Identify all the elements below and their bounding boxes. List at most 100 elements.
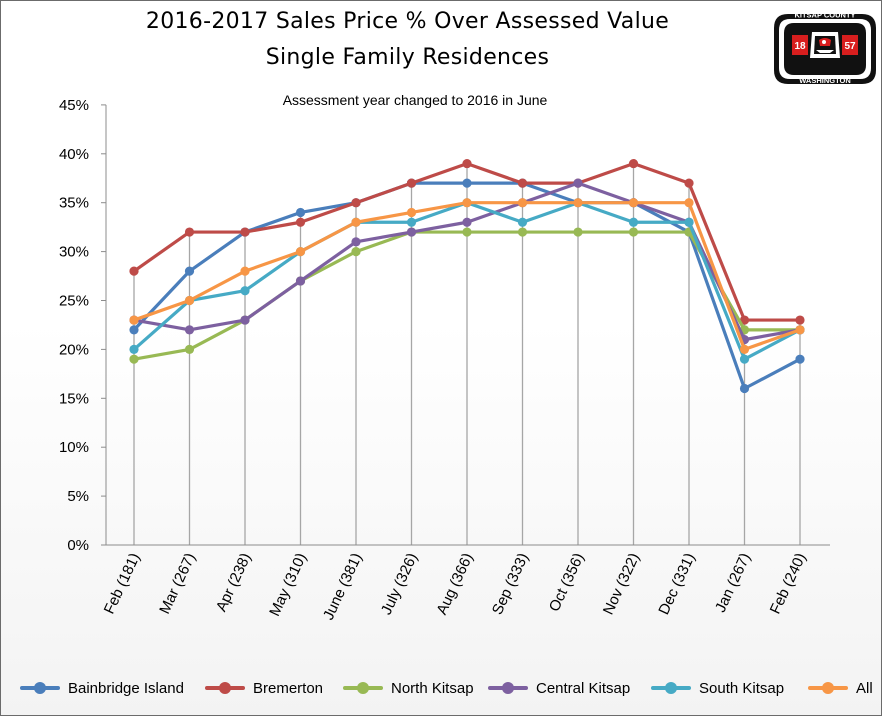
y-tick-label: 10% [59, 439, 89, 456]
data-point-bainbridge-island [739, 383, 750, 394]
legend-swatch [341, 676, 385, 700]
data-point-bainbridge-island [129, 325, 139, 335]
legend-label: Bremerton [253, 679, 324, 697]
y-tick-label: 0% [67, 537, 89, 554]
y-tick-label: 25% [59, 293, 89, 310]
data-point-north-kitsap [628, 227, 639, 237]
county-seal-logo: 18 57 KITSAP COUNTY WASHINGTON [774, 11, 876, 85]
logo-left-number: 18 [794, 41, 806, 52]
data-point-bainbridge-island [295, 207, 306, 218]
data-point-all [129, 315, 139, 325]
legend-label: Central Kitsap [536, 679, 631, 697]
data-point-south-kitsap [739, 354, 750, 364]
data-point-bremerton [462, 158, 472, 169]
x-axis: Feb (181) Mar (267) Apr (238) May (310) June… [101, 544, 830, 623]
legend-swatch [486, 676, 530, 700]
data-point-all [240, 266, 250, 276]
data-point-south-kitsap [684, 217, 694, 227]
legend-swatch [203, 676, 247, 700]
data-point-bainbridge-island [795, 354, 805, 364]
data-point-bremerton [628, 158, 639, 169]
data-point-all [739, 344, 750, 354]
x-tick-label: Feb (240) [767, 551, 810, 617]
data-point-south-kitsap [406, 217, 417, 227]
data-point-all [517, 198, 528, 208]
data-point-central-kitsap [573, 178, 583, 188]
y-tick-label: 20% [59, 341, 89, 358]
data-point-south-kitsap [628, 217, 639, 227]
y-tick-label: 45% [59, 97, 89, 114]
legend-swatch [18, 676, 62, 700]
data-point-bremerton [406, 178, 417, 188]
data-point-bainbridge-island [462, 178, 472, 188]
chart-title: 2016-2017 Sales Price % Over Assessed Va… [145, 9, 670, 34]
data-point-bremerton [184, 227, 195, 237]
x-tick-label: July (326) [378, 551, 421, 618]
x-tick-label: June (381) [320, 551, 366, 623]
chart-annotation: Assessment year changed to 2016 in June [282, 92, 548, 108]
data-point-central-kitsap [406, 227, 417, 237]
legend-swatch [806, 676, 850, 700]
data-point-north-kitsap [462, 227, 472, 237]
data-point-central-kitsap [462, 217, 472, 227]
x-tick-label: Jan (267) [712, 551, 754, 616]
x-tick-label: May (310) [266, 551, 310, 619]
logo-right-number: 57 [844, 41, 856, 52]
legend-item-central-kitsap: Central Kitsap [486, 676, 630, 700]
data-point-bremerton [795, 315, 805, 325]
data-point-north-kitsap [573, 227, 583, 237]
legend-label: North Kitsap [391, 679, 474, 697]
data-point-north-kitsap [517, 227, 528, 237]
x-tick-label: Apr (238) [213, 551, 255, 615]
legend-item-north-kitsap: North Kitsap [341, 676, 474, 700]
data-point-bremerton [739, 315, 750, 325]
legend-label: South Kitsap [699, 679, 785, 697]
data-point-all [184, 295, 195, 306]
data-point-all [351, 217, 361, 227]
y-tick-label: 40% [59, 146, 89, 163]
data-point-south-kitsap [240, 286, 250, 296]
data-point-bainbridge-island [184, 266, 195, 276]
series-all [129, 198, 805, 354]
x-tick-label: Dec (331) [655, 551, 698, 618]
x-tick-label: Oct (356) [546, 551, 588, 615]
legend-item-bainbridge-island: Bainbridge Island [18, 676, 184, 700]
data-point-bremerton [684, 178, 694, 188]
data-point-all [462, 198, 472, 208]
legend-item-south-kitsap: South Kitsap [649, 676, 784, 700]
data-point-all [684, 198, 694, 208]
y-tick-label: 5% [67, 488, 89, 505]
chart-subtitle: Single Family Residences [265, 45, 550, 70]
y-tick-label: 15% [59, 390, 89, 407]
logo-bottom-text: WASHINGTON [799, 76, 851, 85]
series-layer [129, 158, 805, 394]
data-point-bremerton [351, 198, 361, 208]
legend-item-bremerton: Bremerton [203, 676, 323, 700]
logo-top-text: KITSAP COUNTY [794, 11, 855, 20]
legend: Bainbridge Island Bremerton North Kitsap Ce… [0, 676, 882, 700]
series-bremerton [129, 158, 805, 325]
data-point-all [295, 247, 306, 257]
data-point-all [628, 198, 639, 208]
data-point-south-kitsap [517, 217, 528, 227]
legend-swatch [649, 676, 693, 700]
data-point-all [573, 198, 583, 208]
data-point-south-kitsap [129, 344, 139, 354]
data-point-bremerton [129, 266, 139, 276]
x-tick-label: Nov (322) [600, 551, 643, 618]
x-tick-label: Sep (333) [489, 551, 532, 618]
data-point-central-kitsap [240, 315, 250, 325]
legend-label: All [856, 679, 873, 697]
y-tick-label: 30% [59, 244, 89, 261]
data-point-central-kitsap [184, 325, 195, 335]
data-point-north-kitsap [184, 344, 195, 354]
data-point-all [795, 325, 805, 335]
data-point-bremerton [240, 227, 250, 237]
x-tick-label: Feb (181) [101, 551, 144, 617]
data-point-north-kitsap [351, 247, 361, 257]
x-tick-label: Aug (366) [433, 551, 476, 618]
y-axis: 0% 5% 10% 15% 20% 25% 30% 35% 40% 45% [59, 97, 107, 554]
legend-label: Bainbridge Island [68, 679, 184, 697]
x-tick-label: Mar (267) [156, 551, 199, 617]
